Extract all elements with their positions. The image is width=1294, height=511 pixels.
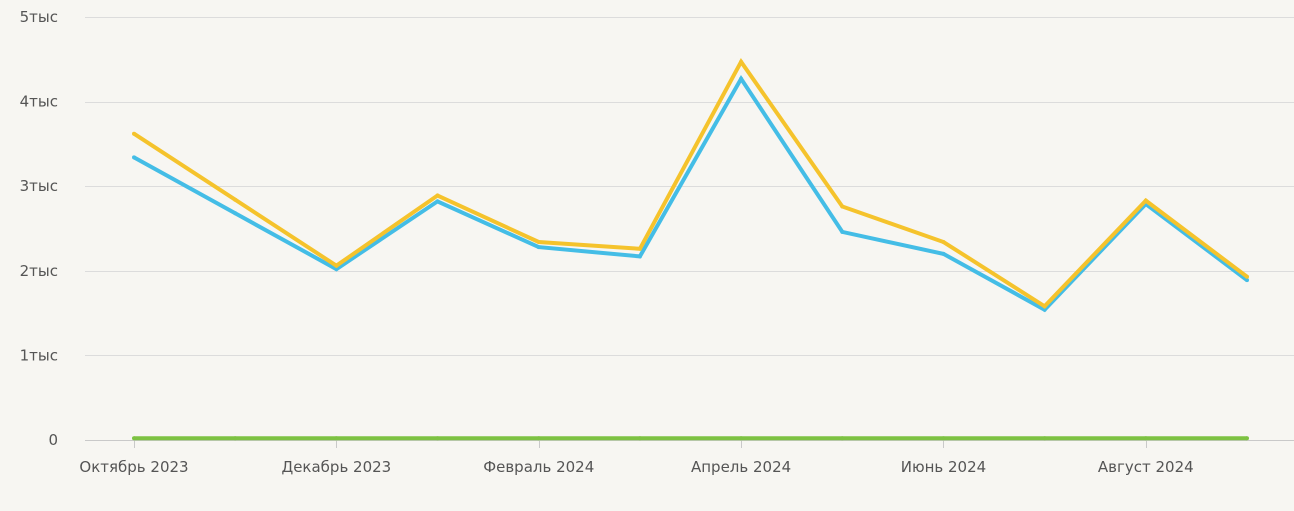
series-line-2 bbox=[133, 74, 1249, 313]
data-point[interactable] bbox=[840, 204, 845, 209]
x-tick-label: Октябрь 2023 bbox=[79, 458, 188, 476]
data-point[interactable] bbox=[536, 245, 541, 250]
data-point[interactable] bbox=[132, 155, 136, 160]
data-point[interactable] bbox=[840, 229, 845, 234]
data-point[interactable] bbox=[233, 436, 238, 441]
data-point[interactable] bbox=[132, 131, 136, 136]
grid-lines bbox=[85, 17, 1294, 441]
data-point[interactable] bbox=[536, 436, 541, 441]
data-point[interactable] bbox=[1143, 198, 1148, 203]
data-point[interactable] bbox=[1245, 436, 1249, 441]
data-point[interactable] bbox=[637, 254, 642, 259]
x-tick-label: Июнь 2024 bbox=[901, 458, 986, 476]
x-tick-label: Август 2024 bbox=[1098, 458, 1194, 476]
data-point[interactable] bbox=[739, 436, 744, 441]
data-point[interactable] bbox=[941, 251, 946, 256]
data-point[interactable] bbox=[1245, 278, 1249, 283]
data-point[interactable] bbox=[435, 436, 440, 441]
data-point[interactable] bbox=[132, 436, 136, 441]
x-tick-label: Февраль 2024 bbox=[483, 458, 594, 476]
data-point[interactable] bbox=[536, 240, 541, 245]
data-point[interactable] bbox=[1042, 307, 1047, 312]
data-point[interactable] bbox=[840, 436, 845, 441]
data-point[interactable] bbox=[1143, 436, 1148, 441]
y-tick-label: 4тыс bbox=[20, 93, 58, 111]
data-point[interactable] bbox=[637, 436, 642, 441]
data-point[interactable] bbox=[334, 263, 339, 268]
data-point[interactable] bbox=[1042, 304, 1047, 309]
data-point[interactable] bbox=[233, 197, 238, 202]
data-point[interactable] bbox=[1245, 274, 1249, 279]
data-point[interactable] bbox=[334, 267, 339, 272]
data-point[interactable] bbox=[739, 76, 744, 81]
y-tick-label: 1тыс bbox=[20, 346, 58, 364]
data-point[interactable] bbox=[637, 246, 642, 251]
data-point[interactable] bbox=[435, 199, 440, 204]
data-point[interactable] bbox=[1042, 436, 1047, 441]
data-point[interactable] bbox=[435, 193, 440, 198]
y-tick-label: 5тыс bbox=[20, 8, 58, 26]
data-point[interactable] bbox=[941, 240, 946, 245]
series-line-1 bbox=[132, 57, 1249, 309]
y-tick-label: 2тыс bbox=[20, 262, 58, 280]
data-point[interactable] bbox=[739, 59, 744, 64]
data-point[interactable] bbox=[233, 211, 238, 216]
y-tick-label: 3тыс bbox=[20, 177, 58, 195]
x-tick-label: Декабрь 2023 bbox=[281, 458, 391, 476]
x-axis-ticks: Октябрь 2023 Декабрь 2023 Февраль 2024 Апре… bbox=[79, 440, 1194, 476]
data-point[interactable] bbox=[941, 436, 946, 441]
y-axis-ticks: 0 1тыс 2тыс 3тыс 4тыс 5тыс bbox=[20, 8, 58, 449]
x-tick-label: Апрель 2024 bbox=[691, 458, 791, 476]
series-lines bbox=[132, 57, 1249, 441]
y-tick-label: 0 bbox=[48, 431, 58, 449]
data-point[interactable] bbox=[334, 436, 339, 441]
